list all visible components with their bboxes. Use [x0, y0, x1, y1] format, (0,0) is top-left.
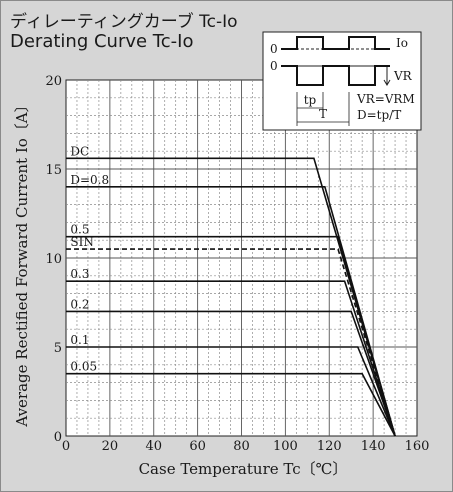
x-tick-label: 120	[317, 439, 342, 454]
series-line-0-1	[66, 346, 396, 437]
series-label: SIN	[70, 235, 93, 249]
vr-arrowhead	[383, 79, 391, 86]
x-tick-label: 60	[189, 439, 206, 454]
io-waveform	[281, 36, 390, 50]
x-tick-label: 160	[405, 439, 430, 454]
series-line-0-2	[66, 310, 396, 437]
y-tick-label: 5	[54, 341, 62, 356]
x-tick-label: 80	[233, 439, 250, 454]
series-label: 0.1	[70, 333, 89, 347]
series-label: DC	[70, 144, 89, 158]
x-tick-label: 140	[361, 439, 386, 454]
series-lines	[66, 157, 396, 437]
x-tick-label: 0	[62, 439, 70, 454]
x-tick-label: 100	[273, 439, 298, 454]
duty-equation: D=tp/T	[357, 108, 401, 122]
series-line-sin	[66, 248, 396, 437]
y-tick-label: 0	[54, 430, 62, 445]
x-axis-label: Case Temperature Tc〔℃〕	[139, 460, 348, 478]
y-tick-label: 20	[45, 74, 62, 89]
series-label: 0.3	[70, 267, 89, 281]
series-label: 0.2	[70, 297, 89, 311]
y-tick-label: 15	[45, 163, 62, 178]
series-line-0-5	[66, 235, 396, 437]
series-label: 0.5	[70, 223, 89, 237]
x-tick-label: 40	[145, 439, 162, 454]
duty-waveform-inset: Io 0 0 VR tp T VR=VRM D=tp/T	[262, 31, 422, 131]
y-axis-label: Average Rectified Forward Current Io〔A〕	[13, 97, 31, 427]
zero-label-top: 0	[270, 42, 278, 56]
zero-label-bottom: 0	[270, 59, 278, 73]
tp-label: tp	[304, 93, 317, 107]
vr-waveform	[281, 65, 390, 86]
chart-subtitle: Derating Curve Tc-Io	[10, 31, 194, 52]
chart-title: ディレーティングカーブ Tc-Io	[10, 12, 238, 32]
vr-equation: VR=VRM	[356, 92, 415, 106]
tick-labels: 0 20 40 60 80 100 120 140 160 0 5 10 15 20	[45, 74, 429, 454]
series-label: 0.05	[70, 360, 97, 374]
y-tick-label: 10	[45, 252, 62, 267]
t-label: T	[319, 107, 327, 121]
x-tick-label: 20	[102, 439, 119, 454]
series-line-0-05	[66, 372, 396, 437]
series-line-0-3	[66, 280, 396, 437]
vr-label: VR	[393, 69, 413, 83]
io-label: Io	[396, 36, 408, 50]
series-label: D=0.8	[70, 173, 109, 187]
